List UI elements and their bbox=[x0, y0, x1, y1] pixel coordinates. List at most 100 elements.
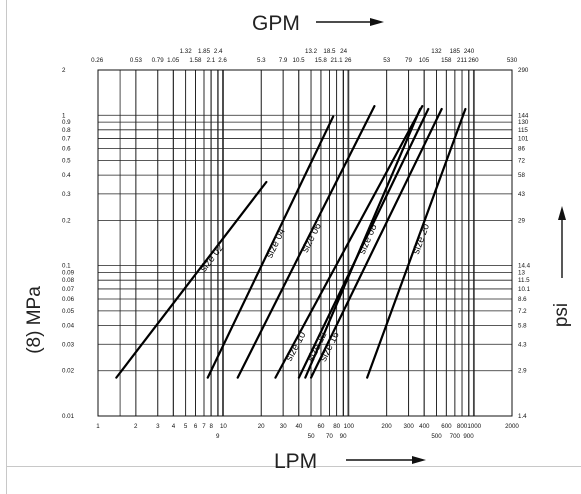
mpa-tick-label: 0.06 bbox=[62, 296, 75, 303]
lpm-tick-label: 6 bbox=[194, 423, 198, 430]
lpm-tick-label: 900 bbox=[463, 433, 474, 440]
lpm-tick-label: 8 bbox=[210, 423, 214, 430]
mpa-tick-label: 0.08 bbox=[62, 277, 75, 284]
series-line bbox=[206, 115, 335, 379]
psi-tick-label: 115 bbox=[518, 127, 528, 134]
gpm-tick-label: 2.6 bbox=[218, 57, 227, 64]
mpa-tick-label: 0.5 bbox=[62, 158, 71, 165]
lpm-tick-label: 7 bbox=[202, 423, 206, 430]
series-line bbox=[236, 105, 376, 379]
lpm-tick-label: 5 bbox=[184, 423, 188, 430]
mpa-tick-label: 0.1 bbox=[62, 263, 71, 270]
psi-tick-label: 13 bbox=[518, 270, 525, 277]
lpm-tick-label: 100 bbox=[344, 423, 355, 430]
mpa-tick-label: 2 bbox=[62, 67, 66, 74]
series-label: size 20 bbox=[411, 222, 432, 256]
mpa-tick-label: 0.03 bbox=[62, 341, 75, 348]
series-line bbox=[309, 107, 443, 379]
lpm-tick-label: 1 bbox=[96, 423, 100, 430]
top-axis-title: GPM bbox=[252, 12, 300, 35]
bottom-axis-title: LPM bbox=[274, 450, 317, 473]
lpm-tick-label: 20 bbox=[258, 423, 265, 430]
mpa-tick-label: 0.09 bbox=[62, 270, 75, 277]
gpm-tick-label: 21.1 bbox=[331, 57, 344, 64]
psi-tick-label: 29 bbox=[518, 217, 525, 224]
lpm-tick-label: 30 bbox=[280, 423, 287, 430]
series-line bbox=[274, 105, 424, 379]
series-label: size 04 bbox=[264, 226, 288, 260]
mpa-tick-label: 0.7 bbox=[62, 136, 71, 143]
psi-tick-label: 144 bbox=[518, 112, 529, 119]
gpm-tick-label: 0.26 bbox=[91, 57, 104, 64]
plot-frame bbox=[97, 69, 513, 417]
psi-tick-label: 5.8 bbox=[518, 322, 527, 329]
gpm-tick-label: 158 bbox=[441, 57, 452, 64]
psi-tick-label: 10.1 bbox=[518, 286, 531, 293]
left-axis-title: (8) MPa bbox=[24, 286, 45, 354]
psi-tick-label: 2.9 bbox=[518, 368, 527, 375]
mpa-tick-label: 0.07 bbox=[62, 286, 75, 293]
lpm-tick-label: 2 bbox=[134, 423, 138, 430]
mpa-tick-label: 0.02 bbox=[62, 368, 75, 375]
mpa-tick-label: 0.9 bbox=[62, 119, 71, 126]
mpa-tick-label: 0.4 bbox=[62, 172, 71, 179]
gpm-tick-label: 0.53 bbox=[130, 57, 143, 64]
gpm-tick-label: 105 bbox=[419, 57, 430, 64]
gpm-tick-label: 1.58 bbox=[189, 57, 202, 64]
series-line bbox=[297, 107, 430, 379]
gpm-tick-label: 5.3 bbox=[257, 57, 266, 64]
gpm-tick-label: 132 bbox=[431, 48, 442, 55]
gpm-tick-label: 1.85 bbox=[198, 48, 211, 55]
gpm-tick-label: 260 bbox=[468, 57, 479, 64]
lpm-tick-label: 200 bbox=[381, 423, 392, 430]
mpa-tick-label: 0.01 bbox=[62, 413, 75, 420]
lpm-tick-label: 70 bbox=[326, 433, 333, 440]
page-left-rule bbox=[6, 0, 7, 494]
gpm-tick-label: 18.5 bbox=[323, 48, 336, 55]
psi-tick-label: 290 bbox=[518, 67, 529, 74]
gpm-tick-label: 0.79 bbox=[152, 57, 165, 64]
mpa-tick-label: 1 bbox=[62, 112, 66, 119]
lpm-tick-label: 60 bbox=[318, 423, 325, 430]
lpm-tick-label: 90 bbox=[340, 433, 347, 440]
series-line bbox=[115, 180, 268, 379]
lpm-tick-label: 9 bbox=[216, 433, 220, 440]
gpm-tick-label: 53 bbox=[383, 57, 390, 64]
lpm-tick-label: 800 bbox=[457, 423, 468, 430]
gpm-tick-label: 79 bbox=[405, 57, 412, 64]
lpm-tick-label: 10 bbox=[220, 423, 227, 430]
psi-tick-label: 72 bbox=[518, 158, 525, 165]
lpm-tick-label: 40 bbox=[295, 423, 302, 430]
mpa-tick-label: 0.05 bbox=[62, 308, 75, 315]
gpm-tick-label: 1.05 bbox=[167, 57, 180, 64]
mpa-tick-label: 0.2 bbox=[62, 217, 71, 224]
series-line bbox=[366, 107, 467, 379]
lpm-tick-label: 3 bbox=[156, 423, 160, 430]
psi-tick-label: 130 bbox=[518, 119, 529, 126]
gpm-tick-label: 26 bbox=[345, 57, 352, 64]
psi-tick-label: 7.2 bbox=[518, 308, 527, 315]
psi-tick-label: 8.6 bbox=[518, 296, 527, 303]
mpa-tick-label: 0.6 bbox=[62, 146, 71, 153]
lpm-tick-label: 700 bbox=[450, 433, 461, 440]
mpa-tick-label: 0.3 bbox=[62, 191, 71, 198]
gpm-tick-label: 211 bbox=[457, 57, 467, 64]
grid-layer bbox=[97, 69, 513, 417]
gpm-tick-label: 185 bbox=[450, 48, 461, 55]
gpm-tick-label: 15.8 bbox=[315, 57, 328, 64]
lpm-tick-label: 300 bbox=[404, 423, 415, 430]
gpm-tick-label: 1.32 bbox=[180, 48, 193, 55]
top-axis-arrow-head bbox=[370, 18, 384, 26]
psi-tick-label: 86 bbox=[518, 146, 525, 153]
lpm-tick-label: 1000 bbox=[467, 423, 481, 430]
gpm-tick-label: 7.9 bbox=[279, 57, 288, 64]
lpm-tick-label: 4 bbox=[172, 423, 176, 430]
psi-tick-label: 11.5 bbox=[518, 277, 530, 284]
psi-tick-label: 4.3 bbox=[518, 341, 527, 348]
lpm-tick-label: 500 bbox=[431, 433, 442, 440]
psi-tick-label: 14.4 bbox=[518, 263, 531, 270]
gpm-tick-label: 10.5 bbox=[293, 57, 306, 64]
